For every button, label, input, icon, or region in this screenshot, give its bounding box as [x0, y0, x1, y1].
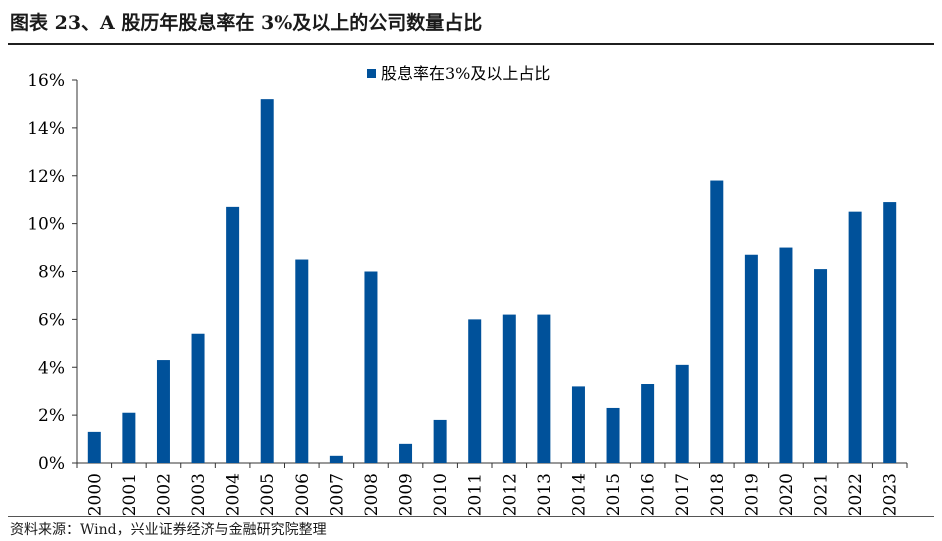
- x-tick-label: 2008: [362, 473, 382, 516]
- y-tick-label: 6%: [38, 310, 65, 330]
- bar-2023: [883, 202, 897, 464]
- y-tick-label: 0%: [38, 454, 65, 474]
- bar-2003: [191, 333, 205, 463]
- bar-2021: [814, 269, 828, 463]
- x-tick-label: 2021: [812, 473, 832, 516]
- bar-2010: [433, 419, 447, 463]
- x-tick-label: 2023: [881, 473, 901, 516]
- bar-2018: [710, 180, 724, 463]
- x-axis: 2000 2001 2002 2003 2004 2005 2006 2007 2008 2009…: [76, 462, 908, 516]
- x-tick-label: 2013: [535, 473, 555, 516]
- x-tick-label: 2022: [846, 473, 866, 516]
- x-tick-label: 2017: [673, 473, 693, 516]
- bar-2005: [260, 99, 274, 464]
- y-tick-label: 8%: [38, 263, 65, 283]
- bar-2007: [329, 455, 343, 463]
- y-tick-label: 12%: [27, 167, 65, 187]
- bar-2009: [399, 443, 413, 463]
- x-tick-label: 2000: [85, 473, 105, 516]
- x-tick-label: 2015: [604, 473, 624, 516]
- x-tick-label: 2012: [500, 473, 520, 516]
- x-tick-label: 2003: [189, 473, 209, 516]
- bar-2020: [779, 247, 793, 463]
- x-tick-label: 2007: [327, 473, 347, 516]
- bar-2002: [156, 360, 170, 463]
- x-tick-label: 2019: [742, 473, 762, 516]
- x-tick-label: 2016: [639, 473, 659, 516]
- bar-2013: [537, 314, 551, 463]
- y-tick-label: 4%: [38, 358, 65, 378]
- source-divider: [8, 516, 934, 517]
- x-tick-label: 2011: [466, 473, 486, 516]
- figure-title: 图表 23、A 股历年股息率在 3%及以上的公司数量占比: [10, 12, 483, 34]
- y-axis: 0% 2% 4% 6% 8% 10% 12% 14% 16%: [27, 71, 78, 474]
- legend-swatch: [367, 69, 376, 78]
- bar-2004: [226, 206, 240, 463]
- chart-area: 0% 2% 4% 6% 8% 10% 12% 14% 16% 2000 2001 2002 2003 2…: [0, 46, 942, 518]
- x-tick-label: 2006: [293, 473, 313, 516]
- bar-2006: [295, 259, 309, 463]
- bar-2008: [364, 271, 378, 463]
- bar-2011: [468, 319, 482, 463]
- x-tick-label: 2018: [708, 473, 728, 516]
- bar-2017: [675, 364, 689, 463]
- title-divider: [8, 43, 934, 45]
- legend: 股息率在3%及以上占比: [367, 64, 550, 83]
- x-tick-label: 2010: [431, 473, 451, 516]
- x-tick-label: 2020: [777, 473, 797, 516]
- x-tick-label: 2001: [120, 473, 140, 516]
- x-tick-label: 2009: [397, 473, 417, 516]
- bar-2019: [744, 254, 758, 463]
- bar-2022: [848, 211, 862, 463]
- y-tick-label: 10%: [27, 215, 65, 235]
- x-tick-label: 2004: [224, 473, 244, 516]
- bar-2012: [502, 314, 516, 463]
- bar-series: [87, 99, 897, 464]
- y-tick-label: 2%: [38, 406, 65, 426]
- bar-2015: [606, 407, 620, 463]
- x-tick-label: 2002: [154, 473, 174, 516]
- legend-label: 股息率在3%及以上占比: [381, 64, 550, 83]
- bar-2001: [122, 412, 136, 463]
- bar-2000: [87, 431, 101, 463]
- bar-2016: [641, 384, 655, 463]
- x-tick-label: 2014: [569, 473, 589, 516]
- y-tick-label: 14%: [27, 119, 65, 139]
- bar-chart: 0%2%4%6%8%10%12%14%16% 2000 2001 2002 2003 2…: [27, 64, 908, 516]
- bar-2014: [571, 386, 585, 463]
- x-tick-label: 2005: [258, 473, 278, 516]
- source-note: 资料来源：Wind，兴业证券经济与金融研究院整理: [10, 522, 327, 538]
- y-tick-label: 16%: [27, 71, 65, 91]
